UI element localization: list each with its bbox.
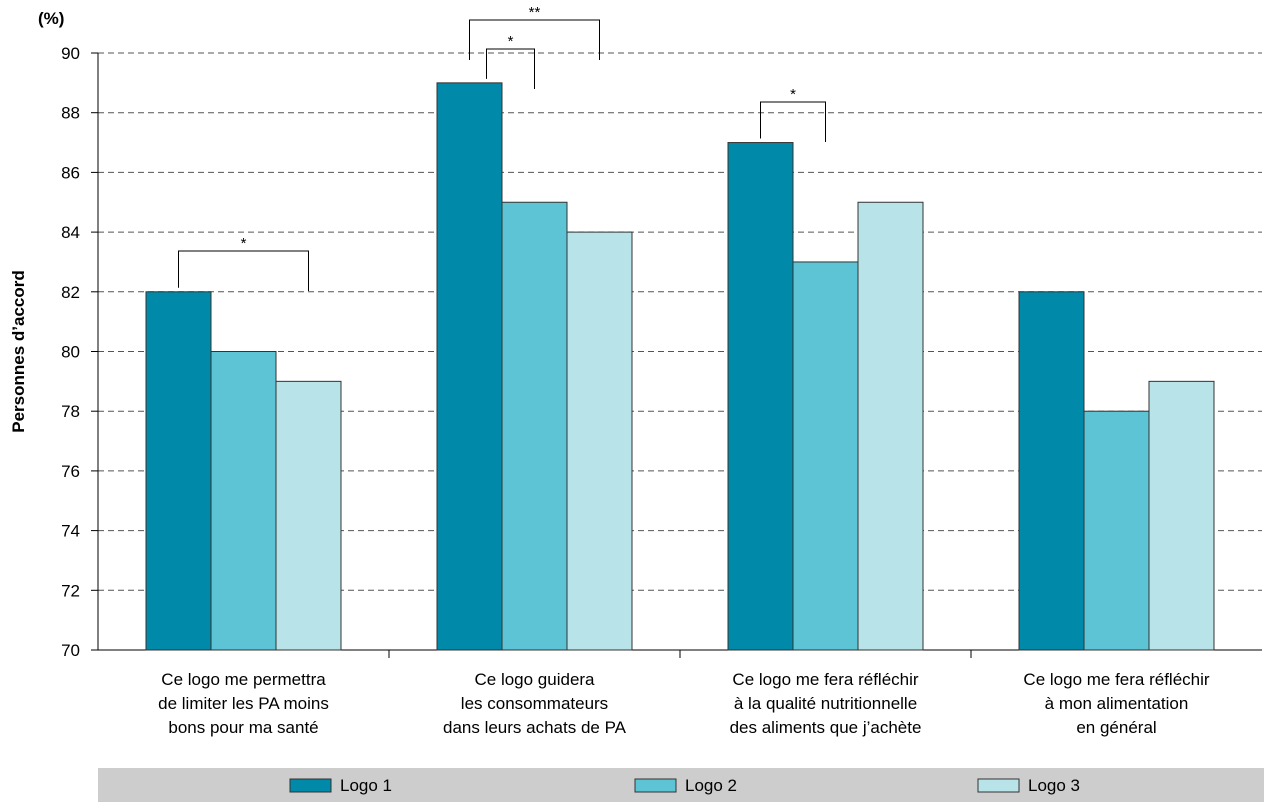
category-label: Ce logo me fera réfléchir	[732, 670, 918, 689]
bar	[1083, 410, 1150, 651]
bar	[727, 142, 794, 651]
y-tick-label: 78	[61, 402, 80, 421]
y-tick-label: 80	[61, 343, 80, 362]
significance-bracket	[760, 101, 826, 142]
category-label: de limiter les PA moins	[158, 694, 329, 713]
category-label: en général	[1076, 718, 1156, 737]
y-tick-label: 70	[61, 641, 80, 660]
y-tick-label: 82	[61, 283, 80, 302]
significance-label: *	[241, 235, 247, 252]
legend-swatch	[289, 778, 332, 793]
bar	[275, 380, 342, 651]
category-label: à la qualité nutritionnelle	[734, 694, 917, 713]
category-label: Ce logo me fera réfléchir	[1023, 670, 1209, 689]
y-tick-label: 86	[61, 163, 80, 182]
legend-background	[98, 768, 1264, 802]
bar	[501, 201, 568, 651]
bar	[436, 82, 503, 651]
bar	[210, 351, 277, 651]
bar	[566, 231, 633, 651]
legend-label: Logo 3	[1028, 776, 1080, 795]
y-tick-label: 84	[61, 223, 80, 242]
category-label: Ce logo guidera	[474, 670, 595, 689]
category-label: à mon alimentation	[1045, 694, 1189, 713]
significance-brackets: *****	[178, 4, 826, 291]
bar	[145, 291, 212, 651]
significance-label: *	[790, 86, 796, 103]
significance-bracket	[178, 250, 309, 291]
category-label: dans leurs achats de PA	[443, 718, 627, 737]
y-tick-label: 76	[61, 462, 80, 481]
legend-label: Logo 2	[685, 776, 737, 795]
category-label: Ce logo me permettra	[161, 670, 326, 689]
significance-bracket	[486, 48, 535, 89]
y-axis-title: Personnes d’accord	[9, 270, 28, 433]
y-tick-label: 90	[61, 44, 80, 63]
bars	[145, 82, 1215, 651]
category-label: les consommateurs	[461, 694, 608, 713]
legend-swatch	[977, 778, 1020, 793]
bar	[857, 201, 924, 651]
y-unit-label: (%)	[38, 9, 64, 28]
legend: Logo 1 Logo 2 Logo 3	[98, 768, 1264, 802]
bar	[792, 261, 859, 651]
bar	[1148, 380, 1215, 651]
y-tick-label: 88	[61, 104, 80, 123]
category-label: des aliments que j’achète	[730, 718, 922, 737]
legend-swatch	[634, 778, 677, 793]
labels: 70 72 74 76 78 80 82 84 86 88 90 (%) Personnes d’acc…	[9, 9, 1210, 737]
y-tick-label: 74	[61, 522, 80, 541]
category-label: bons pour ma santé	[168, 718, 318, 737]
significance-label: **	[529, 4, 541, 21]
y-tick-label: 72	[61, 581, 80, 600]
legend-label: Logo 1	[340, 776, 392, 795]
significance-label: *	[508, 33, 514, 50]
bar	[1018, 291, 1085, 651]
significance-bracket	[469, 19, 600, 60]
